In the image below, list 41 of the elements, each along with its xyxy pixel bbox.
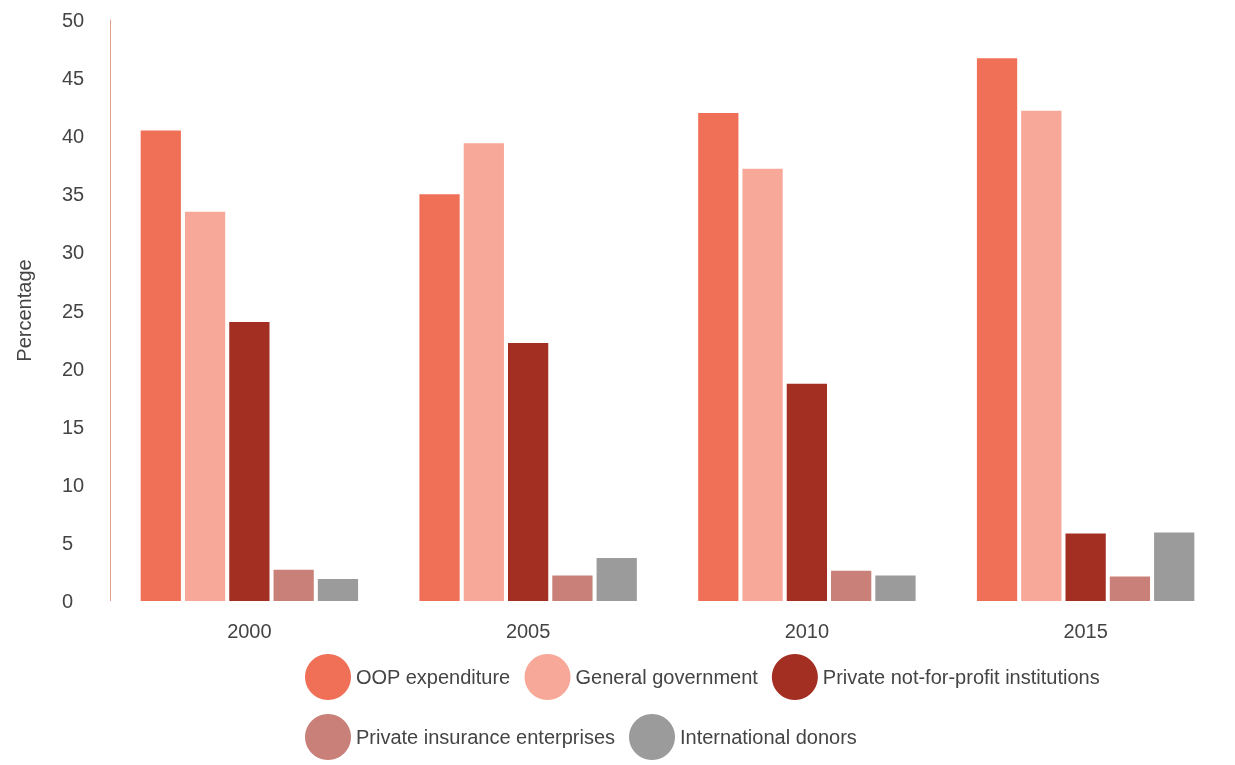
bar (875, 575, 916, 601)
bar (507, 343, 549, 601)
bar (742, 168, 783, 601)
bar (1109, 576, 1151, 601)
bar (317, 578, 359, 601)
bar (596, 558, 637, 601)
y-tick-label: 50 (62, 9, 85, 31)
x-tick-label: 2015 (1063, 620, 1108, 642)
bar (419, 194, 460, 601)
bar (463, 143, 504, 601)
y-tick-label: 10 (62, 473, 85, 496)
legend-label: OOP expenditure (356, 666, 511, 688)
legend-label: General government (575, 666, 759, 688)
bar (831, 570, 872, 601)
bar (976, 58, 1018, 601)
bar (552, 575, 593, 601)
y-tick-label: 0 (62, 590, 74, 612)
y-tick-label: 45 (62, 67, 85, 90)
bar (1154, 532, 1195, 601)
y-tick-label: 20 (62, 357, 85, 380)
y-tick-label: 40 (62, 125, 85, 148)
legend-label: Private not-for-profit institutions (822, 666, 1100, 688)
x-tick-label: 2000 (227, 620, 272, 642)
y-tick-label: 25 (62, 299, 85, 322)
bar (184, 211, 226, 601)
y-axis-title: Percentage (13, 259, 35, 362)
y-tick-label: 15 (62, 415, 85, 438)
y-tick-label: 35 (62, 183, 85, 206)
bar (140, 130, 181, 601)
bar (1065, 533, 1106, 601)
x-tick-label: 2010 (784, 620, 830, 642)
bar (786, 383, 828, 601)
bar (698, 112, 739, 601)
bar (1021, 110, 1062, 601)
legend-label: Private insurance enterprises (356, 726, 616, 748)
y-tick-label: 30 (62, 241, 85, 264)
bar (273, 569, 314, 601)
legend-label: International donors (680, 726, 857, 748)
y-tick-label: 5 (62, 531, 74, 554)
bar (229, 322, 270, 601)
x-tick-label: 2005 (505, 620, 551, 642)
